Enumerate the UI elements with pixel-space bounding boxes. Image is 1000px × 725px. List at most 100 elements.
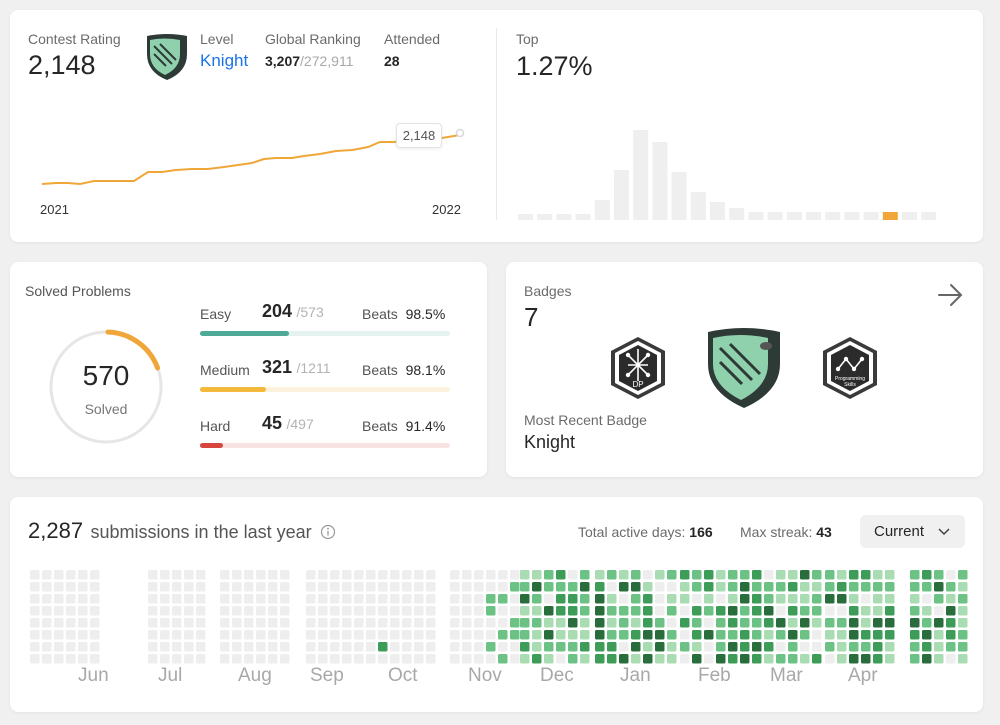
heatmap-cell <box>667 630 677 640</box>
heatmap-cell <box>78 606 88 616</box>
heatmap-cell <box>934 630 944 640</box>
heatmap-cell <box>946 654 956 664</box>
submission-heatmap-grid[interactable] <box>10 497 983 712</box>
heatmap-cell <box>692 606 702 616</box>
heatmap-cell <box>54 654 64 664</box>
info-icon[interactable] <box>320 524 336 540</box>
heatmap-cell <box>160 654 170 664</box>
heatmap-cell <box>354 606 364 616</box>
medium-label: Medium <box>200 362 250 378</box>
heatmap-cell <box>752 606 762 616</box>
heatmap-cell <box>378 606 388 616</box>
heatmap-cell <box>30 606 40 616</box>
heatmap-cell <box>861 606 871 616</box>
heatmap-cell <box>354 570 364 580</box>
heatmap-cell <box>873 582 883 592</box>
histogram-bar <box>594 200 610 220</box>
heatmap-cell <box>90 570 100 580</box>
heatmap-cell <box>318 594 328 604</box>
heatmap-cell <box>958 606 968 616</box>
heatmap-cell <box>692 630 702 640</box>
heatmap-cell <box>544 570 554 580</box>
heatmap-cell <box>800 582 810 592</box>
heatmap-cell <box>800 606 810 616</box>
heatmap-cell <box>692 618 702 628</box>
heatmap-cell <box>462 594 472 604</box>
heatmap-cell <box>342 654 352 664</box>
heatmap-cell <box>532 630 542 640</box>
heatmap-cell <box>196 606 206 616</box>
heatmap-cell <box>378 618 388 628</box>
heatmap-cell <box>280 630 290 640</box>
heatmap-cell <box>825 570 835 580</box>
histogram-bar <box>614 170 629 220</box>
heatmap-cell <box>450 630 460 640</box>
heatmap-cell <box>330 618 340 628</box>
heatmap-cell <box>426 618 436 628</box>
heatmap-cell <box>716 642 726 652</box>
arrow-right-icon[interactable] <box>936 282 966 308</box>
heatmap-cell <box>160 642 170 652</box>
heatmap-cell <box>462 606 472 616</box>
dp-badge-icon[interactable]: DP <box>608 335 668 401</box>
heatmap-cell <box>849 642 859 652</box>
histogram-bar <box>537 214 553 220</box>
medium-count-group: 321 /1211 <box>262 357 331 378</box>
heatmap-cell <box>849 630 859 640</box>
heatmap-cell <box>318 630 328 640</box>
heatmap-cell <box>184 618 194 628</box>
heatmap-cell <box>30 654 40 664</box>
heatmap-cell <box>244 642 254 652</box>
level-label: Level <box>200 31 234 47</box>
heatmap-cell <box>825 630 835 640</box>
heatmap-cell <box>934 582 944 592</box>
heatmap-cell <box>812 642 822 652</box>
heatmap-cell <box>232 618 242 628</box>
heatmap-cell <box>764 582 774 592</box>
heatmap-cell <box>280 618 290 628</box>
heatmap-cell <box>486 594 496 604</box>
heatmap-cell <box>244 594 254 604</box>
heatmap-cell <box>402 654 412 664</box>
heatmap-cell <box>568 606 578 616</box>
heatmap-cell <box>556 642 566 652</box>
heatmap-cell <box>510 618 520 628</box>
heatmap-cell <box>716 594 726 604</box>
heatmap-cell <box>54 642 64 652</box>
heatmap-cell <box>498 654 508 664</box>
heatmap-cell <box>66 618 76 628</box>
heatmap-cell <box>631 618 641 628</box>
heatmap-cell <box>764 642 774 652</box>
heatmap-cell <box>825 618 835 628</box>
heatmap-cell <box>220 618 230 628</box>
year-select-dropdown[interactable]: Current <box>860 515 965 548</box>
heatmap-cell <box>172 618 182 628</box>
heatmap-cell <box>450 606 460 616</box>
knight-large-badge-icon[interactable] <box>704 326 784 410</box>
heatmap-cell <box>873 630 883 640</box>
programming-skills-badge-icon[interactable]: Programming Skills <box>820 335 880 401</box>
heatmap-cell <box>873 654 883 664</box>
histogram-bar <box>806 212 821 220</box>
heatmap-cell <box>78 594 88 604</box>
medium-count: 321 <box>262 357 293 377</box>
heatmap-cell <box>655 618 665 628</box>
heatmap-cell <box>631 606 641 616</box>
heatmap-cell <box>268 618 278 628</box>
heatmap-cell <box>462 642 472 652</box>
heatmap-cell <box>580 570 590 580</box>
heatmap-cell <box>390 582 400 592</box>
heatmap-cell <box>568 642 578 652</box>
heatmap-cell <box>510 642 520 652</box>
heatmap-cell <box>922 618 932 628</box>
heatmap-cell <box>196 582 206 592</box>
heatmap-cell <box>667 618 677 628</box>
level-value[interactable]: Knight <box>200 51 249 70</box>
submissions-heading: 2,287 submissions in the last year <box>28 518 336 544</box>
heatmap-cell <box>958 618 968 628</box>
heatmap-cell <box>885 618 895 628</box>
heatmap-cell <box>342 630 352 640</box>
top-distribution-histogram[interactable] <box>518 120 963 220</box>
heatmap-cell <box>607 630 617 640</box>
heatmap-cell <box>244 654 254 664</box>
